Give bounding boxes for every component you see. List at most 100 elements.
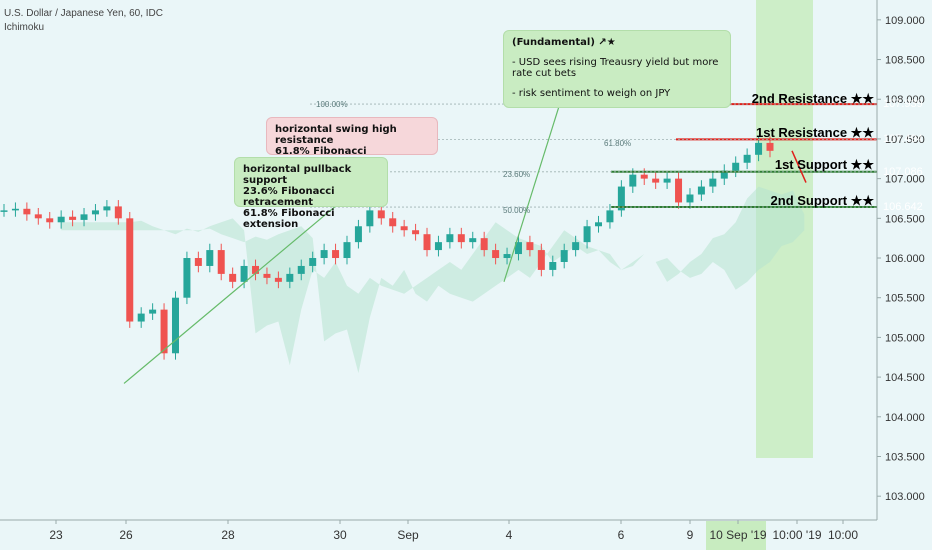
candle-body xyxy=(11,208,19,211)
price-tick-label: 104.000 xyxy=(885,412,925,424)
pullback-arrow xyxy=(791,150,807,183)
candle-body xyxy=(183,258,191,298)
indicator-label: Ichimoku xyxy=(4,22,45,33)
candle-body xyxy=(755,142,763,155)
price-tag-1st-resistance: 107.494 xyxy=(883,133,923,145)
support-note: horizontal pullback support 23.6% Fibona… xyxy=(234,157,388,230)
candle-body xyxy=(309,258,317,266)
candle-body xyxy=(354,226,362,243)
fundamental-title: (Fundamental) ↗★ xyxy=(512,37,616,48)
candle-body xyxy=(640,174,648,179)
time-tick-label: 28 xyxy=(221,528,235,542)
candle-body xyxy=(492,250,500,259)
candle-body xyxy=(514,242,522,255)
candle-body xyxy=(194,258,202,266)
candle-body xyxy=(343,242,351,259)
candle-body xyxy=(46,218,54,223)
candle-body xyxy=(652,178,660,183)
fundamental-line-2: rate cut bets xyxy=(512,68,577,79)
cloud-area xyxy=(61,186,805,374)
trend-arrows xyxy=(123,103,807,384)
candle-body xyxy=(412,230,420,235)
price-tag-1st-support: 107.086 xyxy=(883,166,923,178)
time-tick-label: 26 xyxy=(119,528,133,542)
candle-body xyxy=(114,206,122,219)
candle-body xyxy=(103,206,111,211)
candle-body xyxy=(332,250,340,259)
fib-label-61-8: 61.80% xyxy=(604,139,632,148)
support-note-line-2: 23.6% Fibonacci retracement xyxy=(243,186,335,208)
trend-line-up-2 xyxy=(503,103,561,283)
fib-label-50: 50.00% xyxy=(503,206,531,215)
price-tick-label: 105.000 xyxy=(885,332,925,344)
resistance-note: horizontal swing high resistance 61.8% F… xyxy=(266,117,438,168)
candle-body xyxy=(743,154,751,163)
candle-body xyxy=(171,297,179,354)
level-label-1st-resistance: 1st Resistance ★★ xyxy=(756,125,874,140)
candle-body xyxy=(0,210,8,212)
candle-body xyxy=(697,186,705,195)
candle-body xyxy=(377,210,385,219)
candle-body xyxy=(503,254,511,259)
candle-body xyxy=(675,178,683,203)
candle-body xyxy=(446,234,454,243)
candle-body xyxy=(572,242,580,251)
candle-body xyxy=(137,313,145,322)
price-tick-label: 109.000 xyxy=(885,15,925,27)
level-label-1st-support: 1st Support ★★ xyxy=(774,157,874,172)
candle-body xyxy=(629,174,637,187)
candle-body xyxy=(709,178,717,187)
time-tick-label: 6 xyxy=(618,528,625,542)
price-tag-2nd-resistance: 107.939 xyxy=(883,98,923,110)
level-label-2nd-resistance: 2nd Resistance ★★ xyxy=(751,91,874,106)
candle-body xyxy=(595,222,603,227)
candle-body xyxy=(126,218,134,322)
fib-label-23-6: 23.60% xyxy=(503,170,531,179)
candle-body xyxy=(434,242,442,251)
candle-body xyxy=(34,214,42,219)
support-note-line-1: horizontal pullback support xyxy=(243,164,352,186)
candle-body xyxy=(560,250,568,262)
candle-body xyxy=(480,238,488,251)
time-tick-label: 10 Sep '19 xyxy=(709,528,766,542)
time-tick-label: 4 xyxy=(506,528,513,542)
time-tick-label: 10:00 '19 xyxy=(772,528,821,542)
time-tick-label: 10:00 xyxy=(828,528,858,542)
candle-body xyxy=(686,194,694,203)
ichimoku-cloud xyxy=(61,186,805,374)
trend-line-up-1 xyxy=(123,201,341,384)
fundamental-line-3: - risk sentiment to weigh on JPY xyxy=(512,88,671,99)
price-tick-label: 104.500 xyxy=(885,372,925,384)
candle-body xyxy=(617,186,625,211)
candle-body xyxy=(366,210,374,227)
candle-body xyxy=(91,210,99,215)
fundamental-note: (Fundamental) ↗★ - USD sees rising Treau… xyxy=(503,30,731,108)
price-axis: 103.000 103.500 104.000 104.500 105.000 105.5… xyxy=(876,0,932,550)
candle-body xyxy=(80,214,88,220)
candles xyxy=(0,136,774,360)
price-tick-label: 103.500 xyxy=(885,451,925,463)
fib-label-100: 100.00% xyxy=(316,100,348,109)
candle-body xyxy=(286,273,294,282)
fundamental-line-1: - USD sees rising Treausry yield but mor… xyxy=(512,57,719,68)
candle-body xyxy=(400,226,408,231)
price-tag-2nd-support: 106.642 xyxy=(883,201,923,213)
candle-body xyxy=(240,265,248,282)
price-tick-label: 107.500 xyxy=(885,134,925,146)
candle-body xyxy=(549,261,557,270)
candle-body xyxy=(537,250,545,270)
candle-body xyxy=(732,162,740,171)
resistance-note-line-1: horizontal swing high resistance xyxy=(275,124,397,146)
candle-body xyxy=(160,309,168,354)
time-tick-label: 30 xyxy=(333,528,347,542)
candle-body xyxy=(663,178,671,183)
price-tick-label: 107.000 xyxy=(885,174,925,186)
candle-body xyxy=(69,216,77,220)
level-label-2nd-support: 2nd Support ★★ xyxy=(770,193,874,208)
candle-body xyxy=(606,210,614,223)
candle-body xyxy=(263,273,271,278)
price-tick-label: 105.500 xyxy=(885,293,925,305)
candle-body xyxy=(720,170,728,179)
candle-body xyxy=(57,216,65,223)
